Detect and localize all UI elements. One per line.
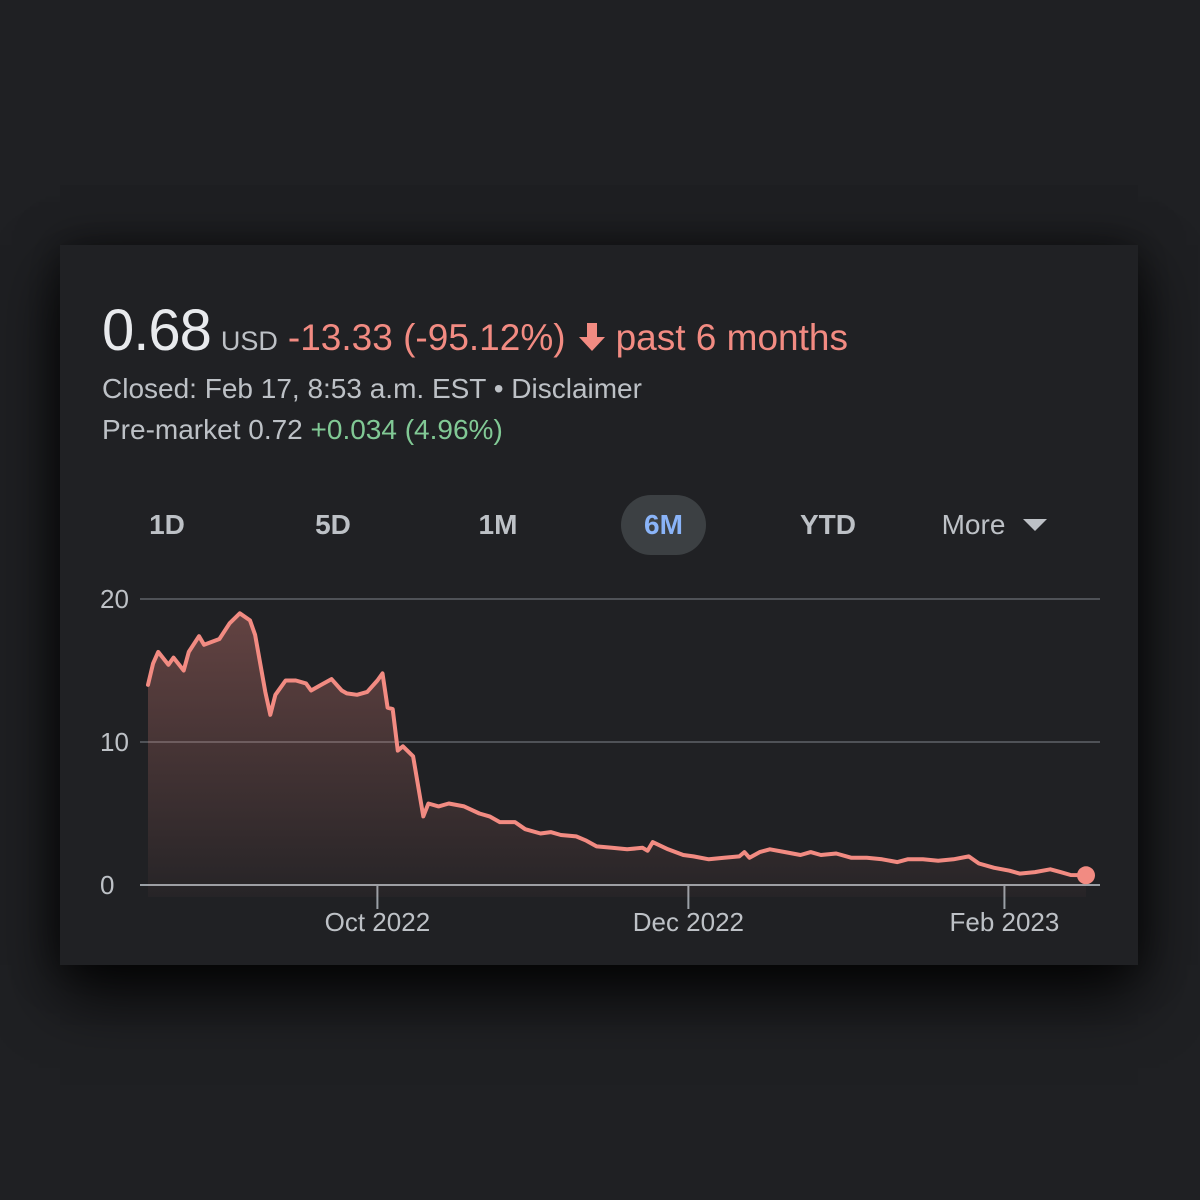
y-axis: 0 10 20 bbox=[100, 584, 129, 900]
tab-6m[interactable]: 6M bbox=[621, 495, 706, 555]
more-dropdown[interactable]: More bbox=[932, 495, 1057, 555]
price-change: -13.33 (-95.12%) bbox=[287, 317, 566, 358]
price-area bbox=[148, 613, 1086, 897]
y-tick-label: 10 bbox=[100, 727, 129, 757]
tab-label: 1M bbox=[478, 509, 518, 540]
period-label: past 6 months bbox=[615, 317, 848, 358]
tab-1d[interactable]: 1D bbox=[132, 495, 202, 555]
price-chart: 0 10 20 Oct 2022 Dec 2022 Feb 2023 bbox=[100, 584, 1100, 937]
price-row: 0.68 USD -13.33 (-95.12%) past 6 months bbox=[102, 297, 848, 364]
tab-1m[interactable]: 1M bbox=[462, 495, 534, 555]
tab-5d[interactable]: 5D bbox=[298, 495, 368, 555]
x-axis: Oct 2022 Dec 2022 Feb 2023 bbox=[325, 885, 1059, 937]
currency-label: USD bbox=[220, 326, 278, 356]
current-price: 0.68 bbox=[102, 298, 212, 363]
premarket-change: +0.034 (4.96%) bbox=[310, 414, 503, 445]
range-tabs: 1D 5D 1M 6M YTD More bbox=[60, 495, 1138, 555]
arrow-down-icon bbox=[578, 321, 606, 358]
closed-time: Closed: Feb 17, 8:53 a.m. EST bbox=[102, 373, 486, 404]
caret-down-icon bbox=[1023, 492, 1048, 552]
current-price-dot bbox=[1077, 866, 1095, 885]
x-tick-label: Feb 2023 bbox=[949, 907, 1059, 937]
y-tick-label: 0 bbox=[100, 870, 114, 900]
disclaimer-link[interactable]: Disclaimer bbox=[511, 373, 642, 404]
tab-label: 1D bbox=[149, 509, 185, 540]
price-line bbox=[146, 611, 1088, 878]
tab-label: 6M bbox=[644, 509, 683, 540]
tab-ytd[interactable]: YTD bbox=[788, 495, 868, 555]
x-tick-label: Dec 2022 bbox=[633, 907, 744, 937]
tab-label: 5D bbox=[315, 509, 351, 540]
x-tick-label: Oct 2022 bbox=[325, 907, 431, 937]
tab-label: More bbox=[941, 509, 1006, 540]
separator-dot: • bbox=[493, 373, 504, 404]
stock-card: 0.68 USD -13.33 (-95.12%) past 6 months … bbox=[60, 245, 1138, 965]
premarket-label: Pre-market 0.72 bbox=[102, 414, 303, 445]
y-tick-label: 20 bbox=[100, 584, 129, 614]
premarket-row: Pre-market 0.72 +0.034 (4.96%) bbox=[102, 414, 503, 446]
market-status: Closed: Feb 17, 8:53 a.m. EST • Disclaim… bbox=[102, 373, 642, 405]
tab-label: YTD bbox=[800, 509, 856, 540]
